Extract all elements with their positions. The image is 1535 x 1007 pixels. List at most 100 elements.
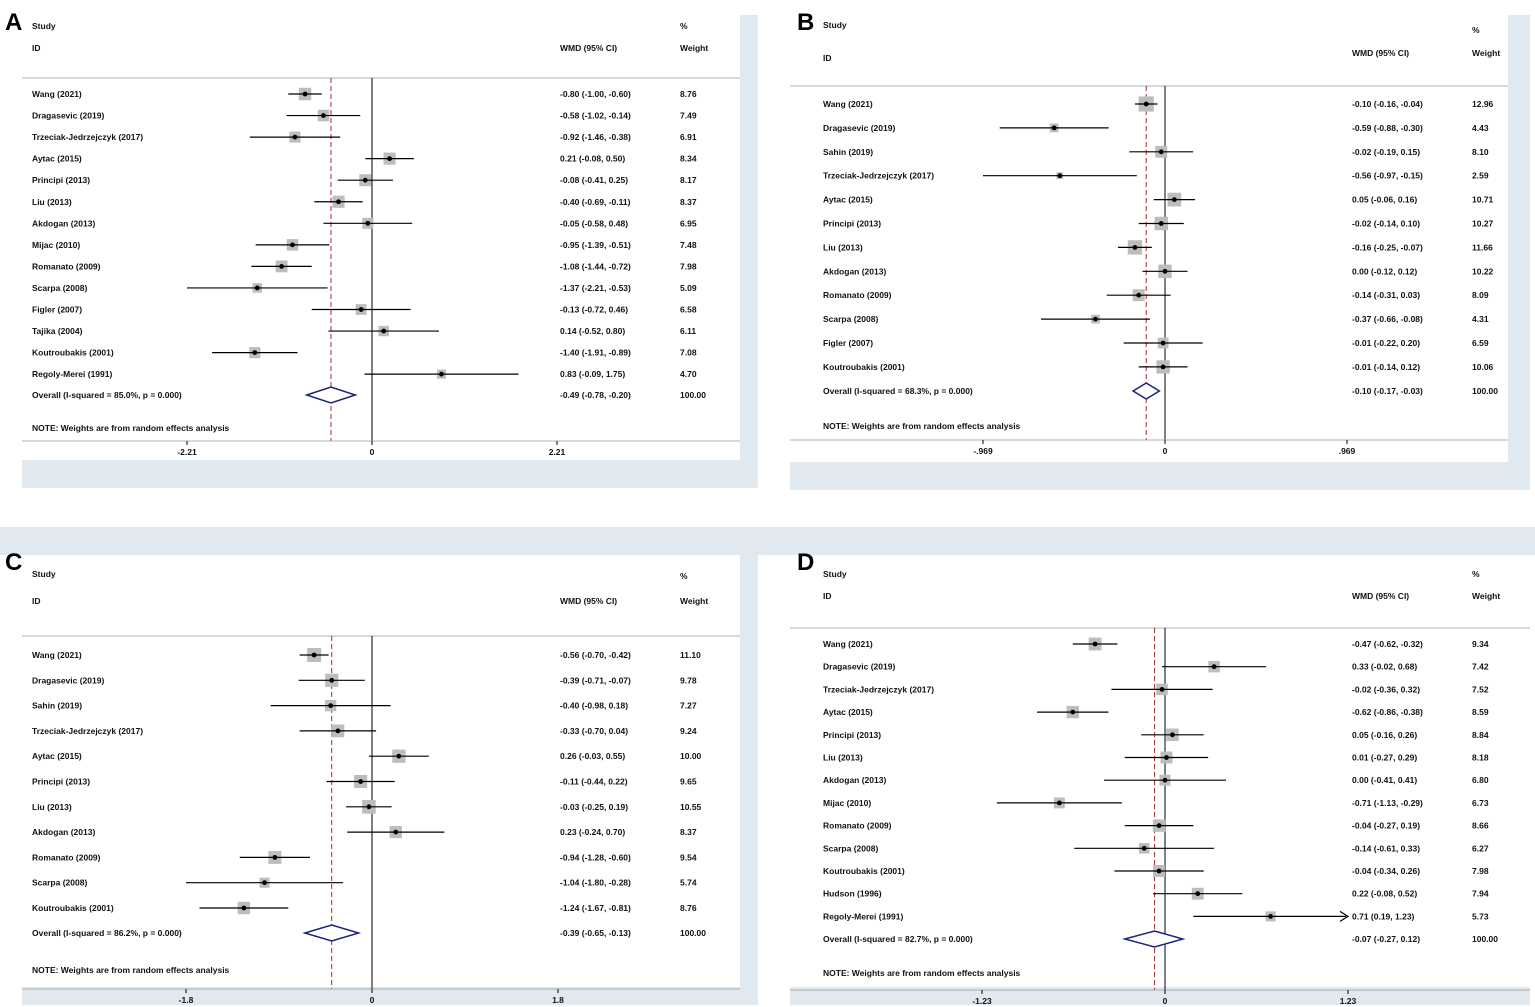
study-id: Regoly-Merei (1991) bbox=[823, 911, 903, 921]
effect-ci-label: -0.59 (-0.88, -0.30) bbox=[1352, 123, 1423, 133]
weight-label: 8.17 bbox=[680, 175, 697, 185]
study-id: Wang (2021) bbox=[823, 99, 873, 109]
x-tick-label: 0 bbox=[370, 447, 375, 457]
effect-ci-label: -0.14 (-0.61, 0.33) bbox=[1352, 843, 1420, 853]
study-id: Aytac (2015) bbox=[32, 154, 82, 164]
header-weight: Weight bbox=[1472, 48, 1500, 58]
overall-effect-label: -0.39 (-0.65, -0.13) bbox=[560, 928, 631, 938]
weight-label: 6.59 bbox=[1472, 338, 1489, 348]
study-row: Trzeciak-Jedrzejczyk (2017) -0.33 (-0.70,… bbox=[32, 724, 697, 738]
effect-ci-label: 0.05 (-0.16, 0.26) bbox=[1352, 730, 1417, 740]
study-row: Aytac (2015) 0.05 (-0.06, 0.16) 10.71 bbox=[823, 192, 1494, 207]
effect-ci-label: 0.14 (-0.52, 0.80) bbox=[560, 326, 625, 336]
study-id: Hudson (1996) bbox=[823, 889, 882, 899]
effect-ci-label: -0.95 (-1.39, -0.51) bbox=[560, 240, 631, 250]
point-estimate bbox=[1156, 823, 1162, 828]
study-id: Koutroubakis (2001) bbox=[32, 348, 114, 358]
header-study: Study bbox=[32, 569, 56, 579]
study-id: Trzeciak-Jedrzejczyk (2017) bbox=[823, 684, 934, 694]
point-estimate bbox=[1162, 777, 1168, 783]
point-estimate bbox=[358, 779, 364, 784]
frame-strip bbox=[0, 527, 1535, 555]
overall-label: Overall (I-squared = 68.3%, p = 0.000) bbox=[823, 386, 973, 396]
point-estimate bbox=[393, 829, 399, 835]
weight-label: 8.10 bbox=[1472, 147, 1489, 157]
effect-ci-label: -0.04 (-0.27, 0.19) bbox=[1352, 821, 1420, 831]
plot-area bbox=[22, 15, 740, 460]
weight-label: 5.74 bbox=[680, 878, 697, 888]
effect-ci-label: 0.23 (-0.24, 0.70) bbox=[560, 827, 625, 837]
study-id: Trzeciak-Jedrzejczyk (2017) bbox=[32, 132, 143, 142]
effect-ci-label: -0.56 (-0.97, -0.15) bbox=[1352, 171, 1423, 181]
effect-ci-label: -0.94 (-1.28, -0.60) bbox=[560, 852, 631, 862]
study-row: Akdogan (2013) 0.00 (-0.41, 0.41) 6.80 bbox=[823, 774, 1489, 786]
study-row: Regoly-Merei (1991) 0.71 (0.19, 1.23) 5.73 bbox=[823, 910, 1489, 922]
weight-label: 7.27 bbox=[680, 701, 697, 711]
study-row: Akdogan (2013) 0.00 (-0.12, 0.12) 10.22 bbox=[823, 264, 1494, 279]
weight-label: 4.70 bbox=[680, 369, 697, 379]
weight-label: 7.42 bbox=[1472, 662, 1489, 672]
study-row: Koutroubakis (2001) -0.01 (-0.14, 0.12) 10… bbox=[823, 360, 1494, 374]
study-id: Aytac (2015) bbox=[823, 707, 873, 717]
weight-label: 4.31 bbox=[1472, 314, 1489, 324]
effect-ci-label: -0.92 (-1.46, -0.38) bbox=[560, 132, 631, 142]
study-id: Principi (2013) bbox=[823, 730, 881, 740]
study-id: Tajika (2004) bbox=[32, 326, 83, 336]
effect-ci-label: -0.02 (-0.19, 0.15) bbox=[1352, 147, 1420, 157]
study-id: Akdogan (2013) bbox=[32, 218, 95, 228]
point-estimate bbox=[1156, 868, 1162, 874]
point-estimate bbox=[1164, 755, 1169, 760]
study-row: Romanato (2009) -1.08 (-1.44, -0.72) 7.98 bbox=[32, 260, 697, 273]
study-row: Liu (2013) 0.01 (-0.27, 0.29) 8.18 bbox=[823, 751, 1489, 764]
study-id: Scarpa (2008) bbox=[823, 314, 878, 324]
study-row: Dragasevic (2019) -0.59 (-0.88, -0.30) 4.4… bbox=[823, 123, 1489, 133]
forest-panel-d: D Study ID WMD (95% CI)% Weight Wang (2021) -0… bbox=[790, 549, 1530, 1006]
study-id: Principi (2013) bbox=[32, 175, 90, 185]
effect-ci-label: -0.16 (-0.25, -0.07) bbox=[1352, 242, 1423, 252]
study-row: Sahin (2019) -0.02 (-0.19, 0.15) 8.10 bbox=[823, 145, 1489, 158]
study-row: Principi (2013) -0.08 (-0.41, 0.25) 8.17 bbox=[32, 174, 697, 187]
point-estimate bbox=[1159, 687, 1165, 692]
weight-label: 6.58 bbox=[680, 305, 697, 315]
effect-ci-label: -0.40 (-0.69, -0.11) bbox=[560, 197, 631, 207]
point-estimate bbox=[1051, 125, 1057, 131]
effect-ci-label: -0.10 (-0.16, -0.04) bbox=[1352, 99, 1423, 109]
weight-label: 2.59 bbox=[1472, 171, 1489, 181]
x-tick-label: -1.8 bbox=[179, 995, 194, 1005]
point-estimate bbox=[1162, 268, 1168, 274]
study-id: Sahin (2019) bbox=[32, 701, 82, 711]
effect-ci-label: -1.40 (-1.91, -0.89) bbox=[560, 348, 631, 358]
weights-note: NOTE: Weights are from random effects an… bbox=[823, 968, 1021, 978]
point-estimate bbox=[292, 134, 298, 140]
weight-label: 10.27 bbox=[1472, 219, 1494, 229]
study-id: Akdogan (2013) bbox=[823, 266, 886, 276]
study-id: Scarpa (2008) bbox=[823, 843, 878, 853]
weight-label: 7.49 bbox=[680, 111, 697, 121]
weight-label: 9.65 bbox=[680, 777, 697, 787]
point-estimate bbox=[254, 285, 260, 291]
study-row: Sahin (2019) -0.40 (-0.98, 0.18) 7.27 bbox=[32, 699, 697, 712]
point-estimate bbox=[1171, 197, 1177, 203]
weight-label: 7.52 bbox=[1472, 684, 1489, 694]
study-row: Tajika (2004) 0.14 (-0.52, 0.80) 6.11 bbox=[32, 325, 696, 337]
weight-label: 8.76 bbox=[680, 903, 697, 913]
study-id: Koutroubakis (2001) bbox=[823, 362, 905, 372]
study-row: Scarpa (2008) -0.14 (-0.61, 0.33) 6.27 bbox=[823, 843, 1489, 854]
weights-note: NOTE: Weights are from random effects an… bbox=[32, 965, 230, 975]
panel-label: B bbox=[797, 9, 814, 36]
study-id: Koutroubakis (2001) bbox=[823, 866, 905, 876]
header-percent: % bbox=[1472, 569, 1480, 579]
effect-ci-label: -0.33 (-0.70, 0.04) bbox=[560, 726, 628, 736]
study-id: Trzeciak-Jedrzejczyk (2017) bbox=[823, 171, 934, 181]
effect-ci-label: -0.11 (-0.44, 0.22) bbox=[560, 777, 628, 787]
point-estimate bbox=[302, 91, 308, 97]
effect-ci-label: -0.37 (-0.66, -0.08) bbox=[1352, 314, 1423, 324]
weight-label: 9.24 bbox=[680, 726, 697, 736]
forest-panel-c: C Study ID WMD (95% CI)% Weight Wang (2021) -0… bbox=[5, 549, 758, 1005]
point-estimate bbox=[1158, 221, 1164, 226]
weight-label: 8.76 bbox=[680, 89, 697, 99]
study-id: Dragasevic (2019) bbox=[32, 675, 104, 685]
header-effect: WMD (95% CI) bbox=[1352, 48, 1409, 58]
study-row: Scarpa (2008) -1.37 (-2.21, -0.53) 5.09 bbox=[32, 283, 697, 293]
weight-label: 6.80 bbox=[1472, 775, 1489, 785]
